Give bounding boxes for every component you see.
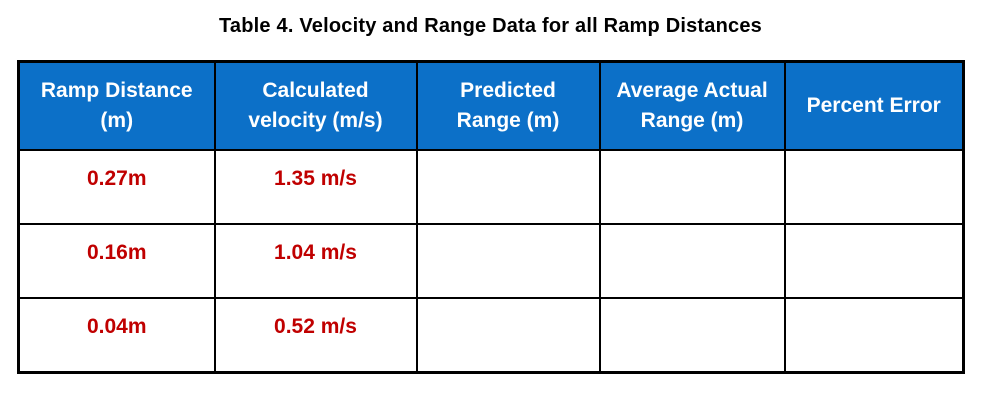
cell-row3-predicted-range[interactable] (415, 297, 601, 374)
cell-row3-ramp-distance[interactable]: 0.04m (17, 297, 216, 374)
table-row: 0.16m 1.04 m/s (17, 223, 965, 299)
table-row: 0.04m 0.52 m/s (17, 297, 965, 374)
cell-row3-percent-error[interactable] (783, 297, 965, 374)
cell-row2-average-actual-range[interactable] (598, 223, 786, 299)
cell-row2-calculated-velocity[interactable]: 1.04 m/s (213, 223, 418, 299)
column-header-calculated-velocity: Calculated velocity (m/s) (213, 60, 418, 151)
cell-row3-calculated-velocity[interactable]: 0.52 m/s (213, 297, 418, 374)
cell-row1-percent-error[interactable] (783, 149, 965, 225)
cell-row2-ramp-distance[interactable]: 0.16m (17, 223, 216, 299)
column-header-predicted-range: Predicted Range (m) (415, 60, 601, 151)
column-header-ramp-distance: Ramp Distance (m) (17, 60, 216, 151)
table-row: 0.27m 1.35 m/s (17, 149, 965, 225)
table-header-row: Ramp Distance (m) Calculated velocity (m… (17, 60, 965, 151)
cell-row1-predicted-range[interactable] (415, 149, 601, 225)
cell-row2-predicted-range[interactable] (415, 223, 601, 299)
cell-row3-average-actual-range[interactable] (598, 297, 786, 374)
column-header-average-actual-range: Average Actual Range (m) (598, 60, 786, 151)
page-title: Table 4. Velocity and Range Data for all… (218, 15, 763, 37)
data-table: Ramp Distance (m) Calculated velocity (m… (17, 60, 965, 374)
cell-row1-calculated-velocity[interactable]: 1.35 m/s (213, 149, 418, 225)
cell-row2-percent-error[interactable] (783, 223, 965, 299)
cell-row1-ramp-distance[interactable]: 0.27m (17, 149, 216, 225)
column-header-percent-error: Percent Error (783, 60, 965, 151)
cell-row1-average-actual-range[interactable] (598, 149, 786, 225)
